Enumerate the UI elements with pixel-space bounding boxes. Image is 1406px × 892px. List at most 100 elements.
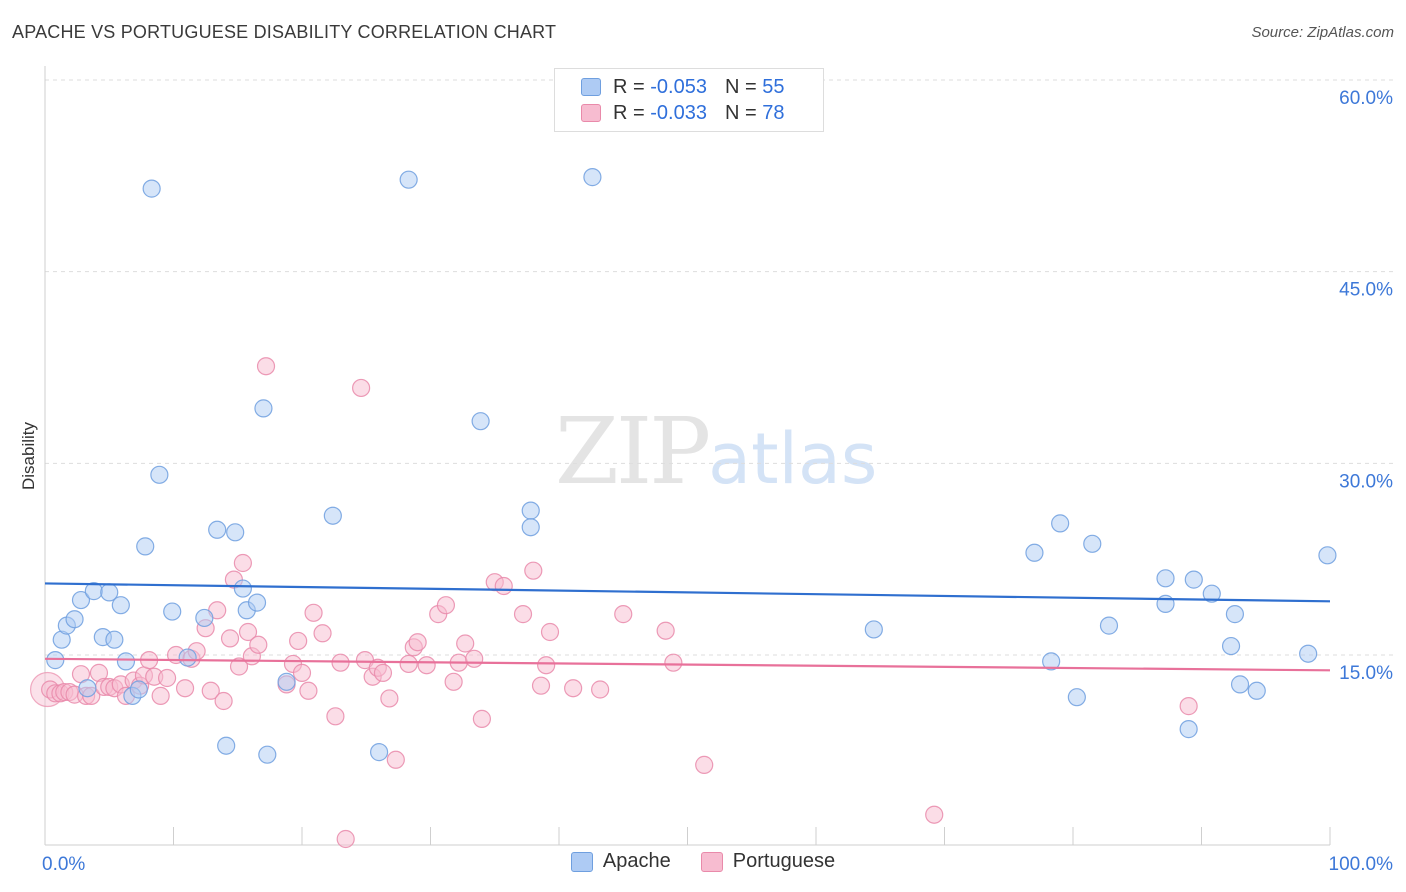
apache-point: [46, 651, 65, 670]
portuguese-point: [352, 378, 371, 398]
apache-point: [864, 620, 883, 639]
apache-point: [583, 168, 602, 187]
portuguese-point: [695, 755, 714, 774]
portuguese-point: [444, 672, 463, 691]
apache-point: [521, 518, 540, 537]
apache-point: [254, 399, 273, 418]
apache-point: [247, 593, 267, 612]
portuguese-point: [456, 634, 475, 653]
legend-label-apache: Apache: [602, 850, 671, 872]
x-tick-label: 100.0%: [1329, 854, 1394, 875]
portuguese-point: [524, 561, 543, 580]
legend-item-portuguese[interactable]: Portuguese: [700, 850, 836, 873]
apache-point: [1067, 688, 1086, 707]
apache-point: [233, 579, 252, 598]
apache-point: [277, 672, 296, 691]
portuguese-point: [925, 805, 944, 824]
portuguese-point: [249, 635, 268, 654]
portuguese-point: [151, 686, 170, 705]
legend-label-portuguese: Portuguese: [732, 850, 836, 872]
portuguese-point: [292, 663, 312, 682]
apache-point: [1025, 543, 1044, 562]
portuguese-trend-line: [44, 657, 1331, 672]
apache-point: [71, 590, 91, 610]
portuguese-point: [494, 576, 513, 596]
apache-point: [111, 596, 130, 615]
portuguese-point: [220, 629, 240, 648]
apache-point: [323, 506, 342, 525]
portuguese-point: [408, 633, 427, 652]
apache-point: [471, 412, 490, 431]
portuguese-point: [373, 663, 393, 682]
y-tick-label: 45.0%: [1339, 280, 1393, 301]
portuguese-point: [472, 709, 491, 728]
y-tick-label: 30.0%: [1339, 471, 1393, 492]
source-label: Source: ZipAtlas.com: [1251, 24, 1394, 41]
portuguese-point: [238, 622, 258, 642]
portuguese-point: [386, 750, 405, 769]
legend-n-value: 78: [762, 101, 785, 124]
portuguese-point: [201, 681, 220, 700]
apache-point: [1299, 644, 1318, 663]
legend-item-apache[interactable]: Apache: [570, 850, 671, 873]
apache-swatch-icon: [570, 851, 593, 872]
watermark-atlas: atlas: [708, 418, 878, 500]
apache-point: [521, 501, 540, 520]
apache-point: [178, 648, 197, 667]
apache-point: [78, 679, 97, 698]
stats-legend: R = -0.053 N = 55 R = -0.033 N = 78: [554, 68, 824, 132]
apache-point: [258, 745, 277, 764]
legend-r-value: -0.033: [650, 101, 707, 124]
apache-point: [1083, 534, 1102, 553]
apache-point: [1156, 569, 1175, 588]
apache-point: [65, 610, 84, 629]
apache-point: [217, 736, 236, 755]
y-axis-label: Disability: [19, 421, 38, 490]
apache-point: [370, 743, 389, 762]
legend-n-label: N =: [724, 75, 757, 98]
x-tick-label: 0.0%: [42, 854, 85, 875]
apache-point: [226, 523, 245, 542]
portuguese-point: [229, 657, 249, 676]
apache-point: [142, 179, 161, 198]
apache-point: [399, 170, 418, 189]
apache-point: [129, 680, 148, 699]
legend-n-label: N =: [724, 101, 757, 124]
apache-point: [1225, 605, 1245, 624]
legend-row-apache: R = -0.053 N = 55: [581, 75, 784, 99]
apache-point: [1042, 652, 1061, 671]
legend-r-label: R =: [613, 101, 645, 124]
portuguese-point: [299, 681, 318, 700]
portuguese-point: [465, 649, 484, 668]
apache-point: [1099, 616, 1119, 635]
portuguese-point: [436, 596, 456, 615]
y-tick-label: 15.0%: [1339, 663, 1393, 684]
apache-point: [136, 537, 155, 556]
portuguese-point: [304, 603, 323, 622]
portuguese-point: [399, 654, 418, 674]
portuguese-point: [417, 656, 436, 675]
apache-point: [1230, 675, 1250, 694]
portuguese-point: [591, 680, 610, 699]
portuguese-point: [664, 653, 683, 672]
portuguese-point: [540, 622, 560, 642]
apache-point: [1202, 584, 1221, 603]
portuguese-point: [157, 668, 177, 688]
apache-point: [1184, 570, 1203, 589]
portuguese-swatch-icon: [700, 851, 723, 872]
portuguese-point: [289, 631, 308, 651]
apache-point: [150, 465, 169, 484]
apache-point: [163, 602, 182, 621]
apache-point: [195, 608, 214, 628]
portuguese-point: [313, 624, 332, 643]
portuguese-point: [564, 679, 583, 698]
legend-r-value: -0.053: [650, 75, 707, 98]
apache-point: [1221, 636, 1241, 656]
apache-point: [1247, 681, 1266, 700]
portuguese-point: [656, 621, 675, 640]
portuguese-point: [513, 605, 533, 624]
apache-swatch-icon: [581, 78, 601, 96]
portuguese-point: [256, 357, 276, 376]
legend-row-portuguese: R = -0.033 N = 78: [581, 101, 784, 125]
